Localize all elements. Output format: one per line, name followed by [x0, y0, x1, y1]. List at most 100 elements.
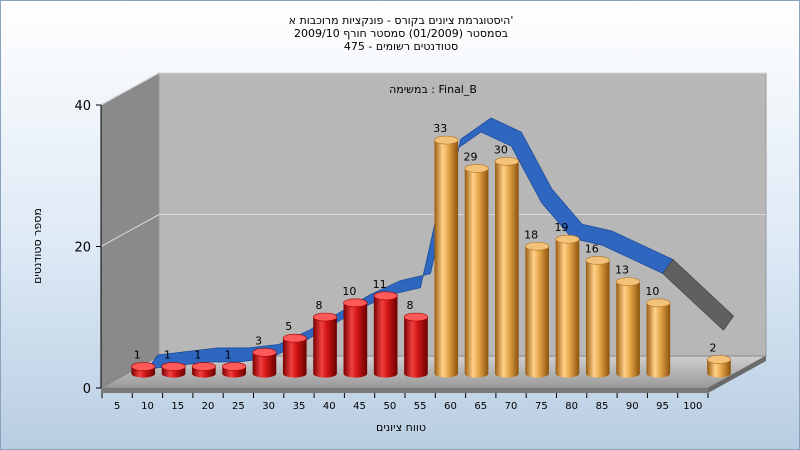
x-tick-label: 90 [626, 401, 639, 412]
x-tick-label: 20 [202, 401, 215, 412]
bar-value-label: 11 [373, 278, 387, 291]
chart-title-line-3: 475 - סטודנטים רשומים [344, 40, 458, 53]
bar-value-label: 33 [433, 122, 447, 135]
bar [585, 256, 610, 378]
bar-body [495, 161, 519, 378]
bar-body [525, 246, 549, 378]
bar-cap [282, 333, 307, 343]
x-tick-label: 95 [656, 401, 669, 412]
x-tick-label: 45 [353, 401, 366, 412]
chart-title-line-1: היסטוגרמת ציונים בקורס - פונקציות מרוכבו… [289, 14, 514, 27]
chart-subtitle: במשימה : Final_B [389, 83, 477, 96]
bar-cap [464, 164, 489, 173]
x-tick-label: 50 [383, 401, 396, 412]
bar [464, 164, 489, 378]
bar-cap [252, 348, 277, 357]
bar-cap [525, 241, 550, 251]
bar [494, 157, 519, 378]
bar-cap [434, 135, 459, 145]
x-tick-label: 30 [262, 401, 275, 412]
bar-value-label: 29 [464, 150, 478, 163]
bar [131, 362, 156, 378]
bar [343, 298, 368, 378]
bar-body [555, 239, 580, 378]
bar-value-label: 3 [255, 334, 262, 347]
bar-cap [343, 298, 368, 308]
x-tick-label: 85 [596, 401, 609, 412]
gridline [100, 214, 160, 247]
bar-body [646, 302, 671, 378]
bar [312, 312, 338, 378]
bar-value-label: 10 [342, 285, 356, 298]
x-tick-label: 25 [232, 401, 245, 412]
bar-body [585, 260, 610, 378]
bar-cap [646, 298, 671, 308]
bar [282, 333, 307, 378]
bar [373, 291, 398, 378]
bar-body [373, 295, 398, 378]
bar-value-label: 1 [225, 349, 232, 362]
bar-value-label: 10 [645, 285, 659, 298]
bar [191, 362, 216, 378]
bar [555, 234, 580, 378]
bar [161, 362, 186, 378]
y-tick-label: 0 [83, 382, 91, 397]
bar-cap [615, 277, 641, 286]
bar-value-label: 8 [406, 299, 413, 312]
bar [646, 298, 671, 378]
bar-value-label: 1 [164, 349, 171, 362]
x-tick-label: 15 [171, 401, 184, 412]
x-tick-label: 80 [565, 401, 578, 412]
bar [706, 355, 732, 378]
bar-value-label: 2 [709, 341, 716, 354]
bar-body [282, 338, 307, 378]
bar-value-label: 30 [494, 143, 508, 156]
bar-value-label: 18 [524, 228, 538, 241]
bar-body [616, 281, 640, 378]
bar-body [434, 140, 459, 378]
x-axis-label: טווח ציונים [376, 421, 426, 434]
bar-value-label: 1 [134, 349, 141, 362]
bar [403, 312, 429, 378]
bar [434, 135, 459, 378]
x-tick-label: 10 [141, 401, 154, 412]
gridline [100, 72, 160, 106]
y-axis-label: מספר סטודנטים [31, 208, 44, 284]
bar [222, 362, 247, 378]
bar-value-label: 16 [585, 242, 599, 255]
bar-body [313, 317, 337, 378]
bar-value-label: 8 [316, 299, 323, 312]
x-tick-label: 65 [474, 401, 487, 412]
bar-value-label: 19 [554, 221, 568, 234]
trend-ribbon-tail [662, 259, 734, 331]
y-tick-label: 20 [74, 241, 91, 256]
bar-cap [494, 157, 519, 166]
bar-value-label: 1 [194, 349, 201, 362]
bar [615, 277, 641, 378]
x-tick-label: 5 [114, 401, 120, 412]
bar-body [404, 317, 428, 378]
bar-cap [373, 291, 398, 301]
floor-right-edge [708, 356, 766, 393]
x-tick-label: 100 [683, 401, 702, 412]
bar-value-label: 13 [615, 264, 629, 277]
bar-cap [161, 362, 186, 371]
bar-body [252, 352, 277, 378]
bar-cap [585, 256, 610, 265]
bar-cap [191, 362, 216, 371]
bar-cap [706, 355, 732, 364]
bar-value-label: 5 [285, 320, 292, 333]
x-tick-label: 70 [505, 401, 518, 412]
x-tick-label: 60 [444, 401, 457, 412]
bar-cap [312, 312, 338, 322]
bar-cap [222, 362, 247, 371]
bar [252, 348, 277, 378]
bar-body [343, 302, 368, 378]
bar-body [464, 168, 489, 378]
bar-cap [555, 234, 580, 244]
bar-body [707, 359, 731, 378]
x-tick-label: 55 [414, 401, 427, 412]
y-tick-label: 40 [74, 99, 91, 114]
